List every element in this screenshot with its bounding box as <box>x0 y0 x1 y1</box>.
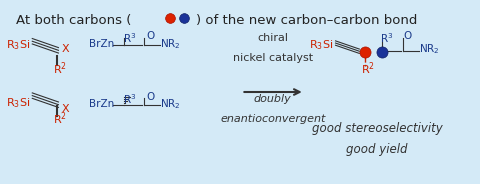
Text: R$_3$Si: R$_3$Si <box>6 38 30 52</box>
Text: R$^2$: R$^2$ <box>53 110 67 127</box>
Text: good yield: good yield <box>346 144 408 156</box>
Text: R$^3$: R$^3$ <box>123 92 136 106</box>
Text: At both carbons (: At both carbons ( <box>16 14 131 27</box>
Text: ) of the new carbon–carbon bond: ) of the new carbon–carbon bond <box>196 14 418 27</box>
Text: O: O <box>146 31 155 41</box>
Text: enantioconvergent: enantioconvergent <box>220 114 325 124</box>
Text: O: O <box>146 91 155 102</box>
Text: NR$_2$: NR$_2$ <box>160 97 180 111</box>
Text: R$_3$Si: R$_3$Si <box>6 96 30 110</box>
Text: BrZn: BrZn <box>89 99 115 109</box>
Text: NR$_2$: NR$_2$ <box>160 37 180 51</box>
Text: nickel catalyst: nickel catalyst <box>233 53 313 63</box>
Text: doubly: doubly <box>254 94 292 104</box>
Text: R$^2$: R$^2$ <box>53 60 67 77</box>
Text: chiral: chiral <box>257 33 288 43</box>
Text: R$^2$: R$^2$ <box>361 60 375 77</box>
Text: BrZn: BrZn <box>89 39 115 49</box>
Text: R$_3$Si: R$_3$Si <box>310 38 334 52</box>
Text: R$^3$: R$^3$ <box>380 31 394 45</box>
Text: X: X <box>62 44 70 54</box>
Text: good stereoselectivity: good stereoselectivity <box>312 122 442 135</box>
Text: R$^3$: R$^3$ <box>123 31 136 45</box>
Text: X: X <box>62 104 70 114</box>
Text: O: O <box>403 31 411 41</box>
Text: NR$_2$: NR$_2$ <box>419 43 439 56</box>
